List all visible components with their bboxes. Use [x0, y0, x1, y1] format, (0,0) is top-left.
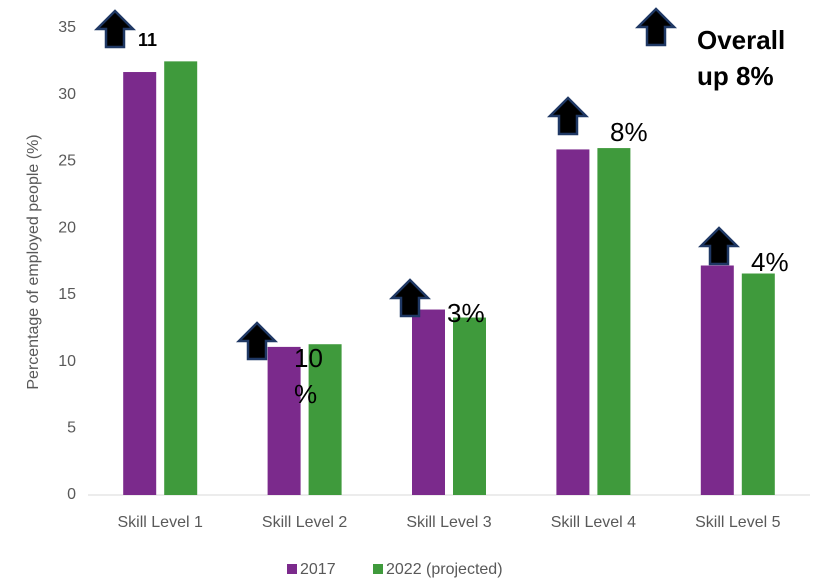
y-tick-label: 30: [58, 86, 76, 103]
arrow: [546, 96, 590, 136]
arrow: [388, 278, 432, 318]
x-tick-label: Skill Level 2: [262, 514, 347, 531]
arrow: [235, 321, 279, 361]
bar: [700, 265, 734, 495]
annotation: Overall up 8%: [697, 25, 786, 91]
annotation: 8%: [610, 117, 648, 147]
bar: [164, 61, 198, 495]
bar: [308, 344, 342, 495]
bar: [412, 309, 445, 495]
x-tick-label: Skill Level 4: [551, 514, 636, 531]
arrow: [634, 7, 678, 47]
annotation: 3%: [447, 298, 485, 328]
x-tick-label: Skill Level 3: [406, 514, 491, 531]
y-tick-label: 15: [58, 286, 76, 303]
y-tick-label: 25: [58, 153, 76, 170]
bar: [597, 148, 631, 496]
legend-swatch: [373, 564, 383, 574]
annotation: 4%: [751, 247, 789, 277]
bar: [741, 273, 775, 495]
bar: [267, 346, 301, 495]
y-tick-label: 20: [58, 219, 76, 236]
arrow: [93, 9, 137, 49]
y-tick-label: 5: [67, 420, 76, 437]
annotation: 11: [138, 30, 158, 50]
y-tick-label: 10: [58, 353, 76, 370]
y-tick-label: 35: [58, 19, 76, 36]
legend-swatch: [287, 564, 297, 574]
x-tick-label: Skill Level 1: [118, 514, 203, 531]
bar: [123, 72, 157, 495]
arrow: [697, 226, 741, 266]
legend-label: 2022 (projected): [386, 561, 503, 578]
annotation: 10 %: [294, 343, 323, 409]
y-tick-label: 0: [67, 486, 76, 503]
bar: [556, 149, 590, 496]
arrows: [93, 7, 741, 361]
y-axis-label: Percentage of employed people (%): [25, 134, 42, 389]
legend-label: 2017: [300, 561, 336, 578]
x-tick-label: Skill Level 5: [695, 514, 780, 531]
bar: [453, 317, 486, 495]
